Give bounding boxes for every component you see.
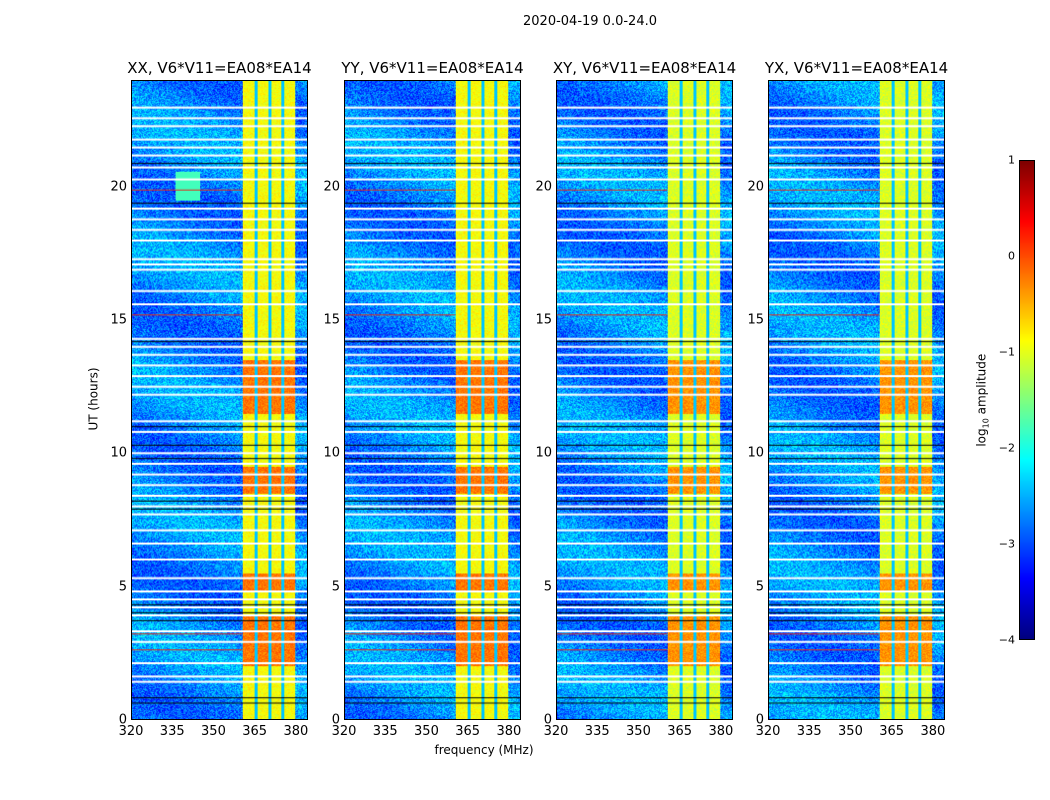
y-tick-label: 5 — [755, 579, 764, 595]
heatmap-panel — [344, 80, 521, 720]
x-tick-label: 365 — [879, 724, 905, 739]
y-tick-label: 20 — [535, 179, 552, 195]
panel-title: YX, V6*V11=EA08*EA14 — [764, 59, 949, 77]
x-tick-label: 335 — [372, 724, 398, 739]
panel-title: XX, V6*V11=EA08*EA14 — [127, 59, 312, 77]
x-tick-label: 320 — [331, 724, 357, 739]
y-tick-label: 15 — [747, 312, 764, 328]
y-tick-label: 10 — [110, 445, 127, 461]
x-tick-label: 350 — [201, 724, 226, 739]
y-tick-label: 20 — [323, 179, 340, 195]
colorbar — [1019, 160, 1035, 640]
colorbar-label-sub: 10 — [981, 418, 991, 429]
y-tick-label: 15 — [110, 312, 127, 328]
y-tick-label: 20 — [110, 179, 127, 195]
panel-title: YY, V6*V11=EA08*EA14 — [341, 59, 524, 77]
y-tick-label: 5 — [543, 579, 552, 595]
x-tick-label: 335 — [584, 724, 610, 739]
colorbar-label-rest: amplitude — [974, 353, 989, 419]
x-tick-label: 365 — [455, 724, 481, 739]
heatmap-panel — [131, 80, 308, 720]
y-tick-label: 15 — [323, 312, 340, 328]
x-tick-label: 320 — [118, 724, 144, 739]
figure-title: 2020-04-19 0.0-24.0 — [523, 14, 657, 29]
y-tick-label: 15 — [535, 312, 552, 328]
y-axis-label: UT (hours) — [86, 367, 101, 431]
colorbar-tick-label: 0 — [1008, 249, 1015, 263]
x-tick-label: 350 — [626, 724, 651, 739]
x-axis-label: frequency (MHz) — [434, 743, 534, 757]
x-tick-label: 320 — [755, 724, 781, 739]
heatmap-panel — [768, 80, 945, 720]
x-tick-label: 365 — [667, 724, 693, 739]
x-tick-label: 380 — [708, 724, 734, 739]
colorbar-label-main: log — [974, 428, 989, 447]
x-tick-label: 365 — [242, 724, 268, 739]
colorbar-gradient — [1020, 161, 1034, 639]
y-tick-label: 5 — [331, 579, 340, 595]
y-tick-label: 0 — [118, 712, 127, 728]
x-tick-label: 335 — [796, 724, 822, 739]
y-tick-label: 5 — [118, 579, 127, 595]
x-tick-label: 380 — [920, 724, 946, 739]
heatmap-image — [557, 81, 732, 719]
y-tick-label: 20 — [747, 179, 764, 195]
y-tick-label: 0 — [543, 712, 552, 728]
x-tick-label: 350 — [414, 724, 439, 739]
x-tick-label: 335 — [159, 724, 185, 739]
colorbar-tick-label: 1 — [1008, 153, 1015, 167]
panel-title: XY, V6*V11=EA08*EA14 — [552, 59, 737, 77]
heatmap-image — [132, 81, 307, 719]
heatmap-panel — [556, 80, 733, 720]
colorbar-tick-label: −4 — [998, 633, 1015, 647]
colorbar-tick-label: −3 — [998, 537, 1015, 551]
y-tick-label: 0 — [755, 712, 764, 728]
x-tick-label: 350 — [838, 724, 863, 739]
heatmap-image — [769, 81, 944, 719]
colorbar-tick-label: −1 — [998, 345, 1015, 359]
y-tick-label: 0 — [331, 712, 340, 728]
y-tick-label: 10 — [323, 445, 340, 461]
x-tick-label: 380 — [283, 724, 309, 739]
colorbar-label: log10 amplitude — [974, 354, 990, 447]
x-tick-label: 380 — [496, 724, 522, 739]
x-tick-label: 320 — [543, 724, 569, 739]
y-tick-label: 10 — [535, 445, 552, 461]
colorbar-tick-label: −2 — [998, 441, 1015, 455]
y-tick-label: 10 — [747, 445, 764, 461]
heatmap-image — [345, 81, 520, 719]
